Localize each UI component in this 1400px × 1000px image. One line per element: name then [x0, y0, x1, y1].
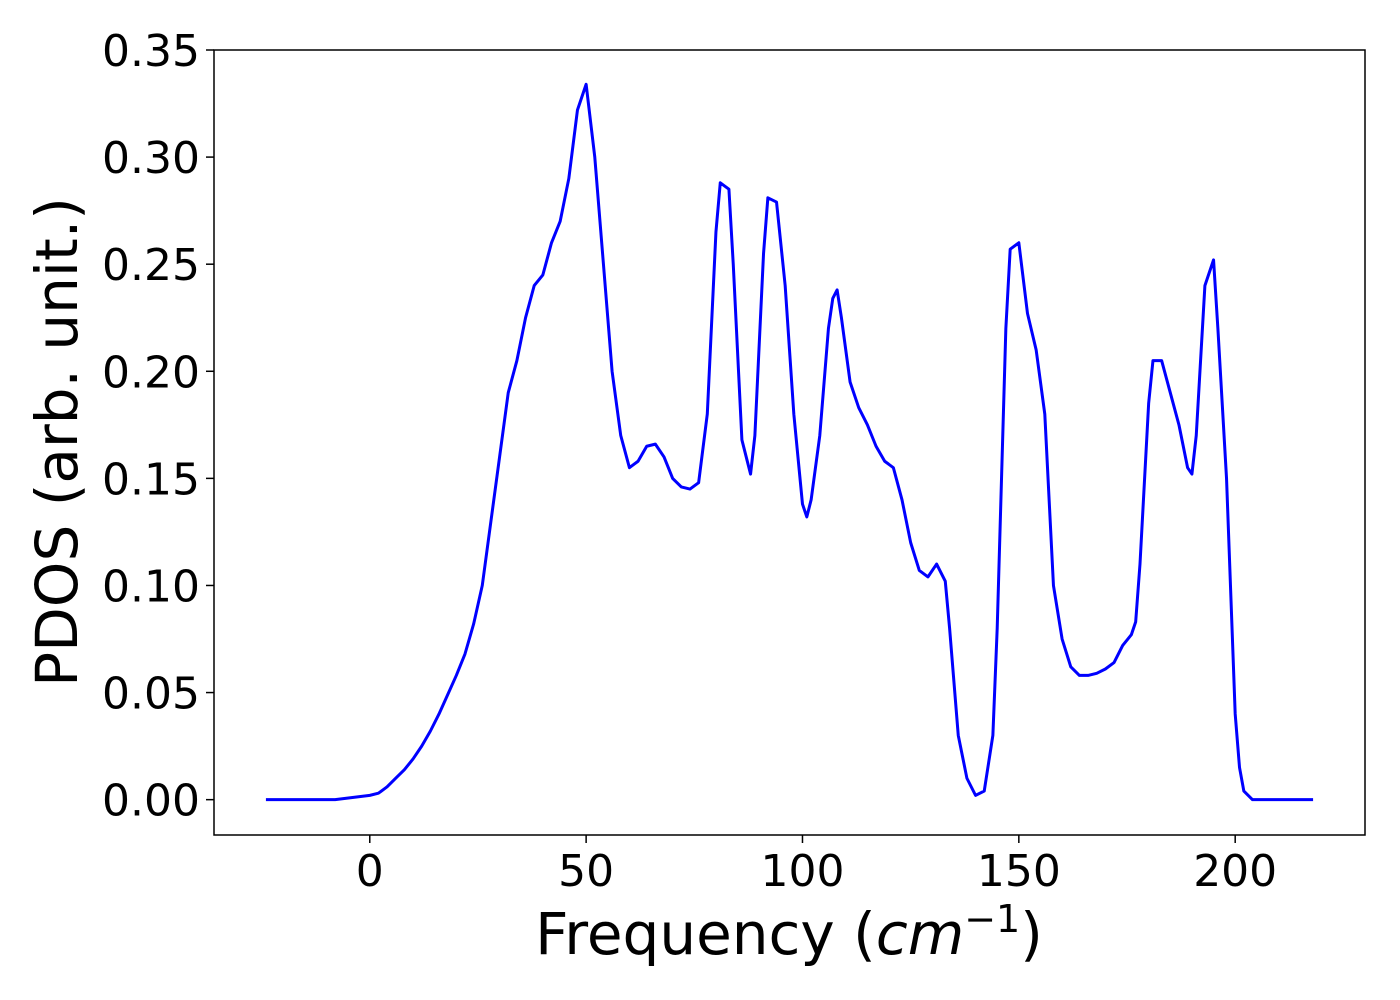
y-axis: 0.00 0.05 0.10 0.15 0.20 0.25 0.30 0.35	[102, 26, 214, 827]
y-axis-label: PDOS (arb. unit.)	[23, 197, 91, 687]
y-tick-label: 0.10	[102, 561, 200, 612]
y-tick-label: 0.25	[102, 240, 200, 291]
x-axis-label: Frequency (cm−1)	[535, 897, 1043, 968]
x-tick-label: 200	[1193, 846, 1277, 897]
y-tick-label: 0.20	[102, 347, 200, 398]
y-tick-label: 0.35	[102, 26, 200, 77]
series-line	[265, 82, 1314, 802]
y-tick-label: 0.30	[102, 133, 200, 184]
x-tick-label: 100	[760, 846, 844, 897]
x-axis: 0 50 100 150 200	[356, 835, 1277, 897]
y-tick-label: 0.15	[102, 454, 200, 505]
x-tick-label: 0	[356, 846, 384, 897]
plot-frame	[213, 49, 1366, 836]
x-tick-label: 150	[977, 846, 1061, 897]
x-tick-label: 50	[558, 846, 614, 897]
y-tick-label: 0.00	[102, 776, 200, 827]
y-tick-label: 0.05	[102, 669, 200, 720]
